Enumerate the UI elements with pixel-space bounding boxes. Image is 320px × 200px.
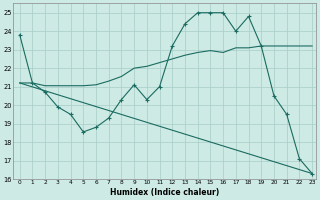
X-axis label: Humidex (Indice chaleur): Humidex (Indice chaleur) [110,188,219,197]
